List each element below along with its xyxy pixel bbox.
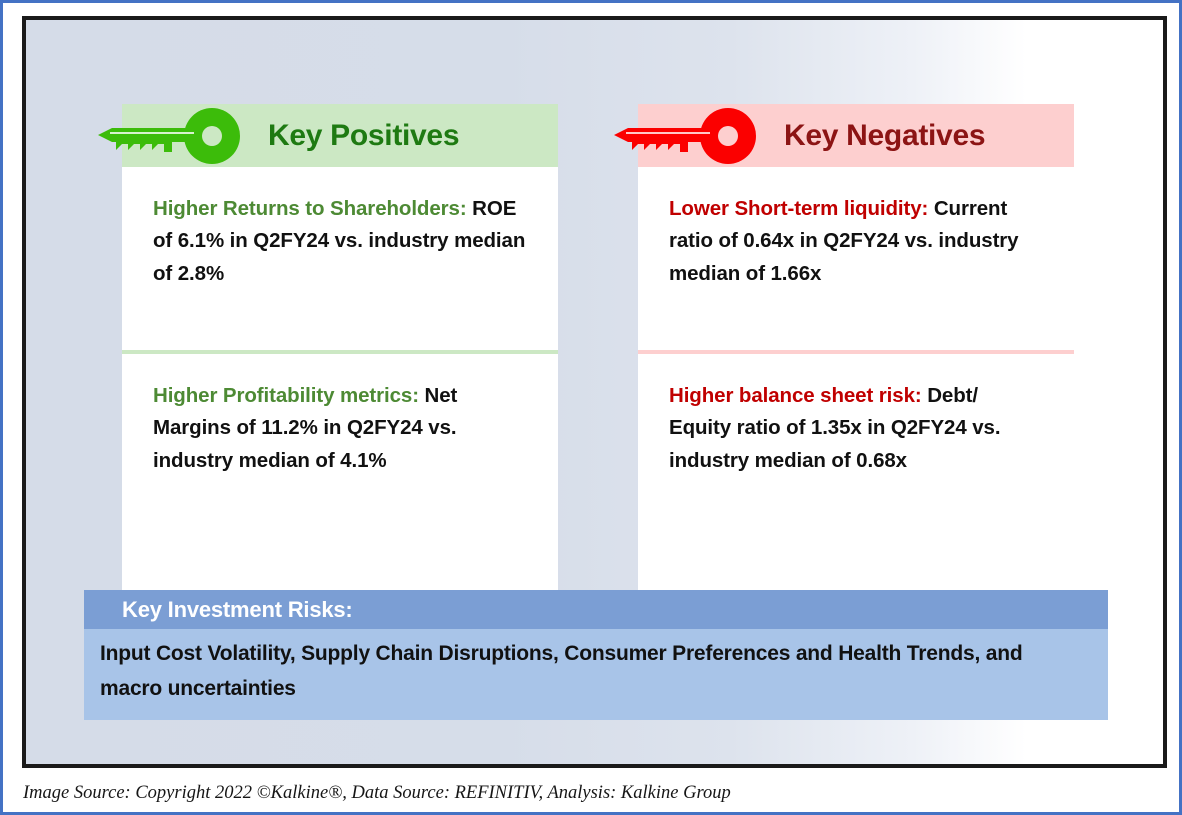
key-icon (98, 107, 240, 164)
key-positives-item-2: Higher Profitability metrics: Net Margin… (122, 354, 558, 534)
key-negatives-title: Key Negatives (784, 118, 986, 152)
key-negatives-header: Key Negatives (614, 104, 1074, 167)
key-positives-title: Key Positives (268, 118, 460, 152)
key-investment-risks-banner: Key Investment Risks: Input Cost Volatil… (84, 590, 1108, 721)
key-positives-divider (122, 350, 558, 354)
key-positives-item-2-text: Higher Profitability metrics: Net Margin… (153, 380, 527, 477)
footer-source-note: Image Source: Copyright 2022 ©Kalkine®, … (23, 783, 731, 803)
key-negatives-item-2: Higher balance sheet risk: Debt/ Equity … (638, 354, 1074, 534)
key-negatives-item-1-body: Current ratio of 0.64x in Q2FY24 vs. ind… (669, 197, 1019, 285)
key-negatives-item-1-text: Lower Short-term liquidity: Current rati… (669, 193, 1043, 290)
key-investment-risks-text: Input Cost Volatility, Supply Chain Disr… (100, 642, 1023, 700)
key-investment-risks-header: Key Investment Risks: (84, 590, 1108, 629)
key-negatives-item-2-body: Debt/ Equity ratio of 1.35x in Q2FY24 vs… (669, 384, 1001, 472)
key-positives-card: Key Positives Higher Returns to Sharehol… (98, 104, 558, 602)
key-negatives-item-2-label: Higher balance sheet risk: (669, 384, 922, 407)
key-negatives-item-2-text: Higher balance sheet risk: Debt/ Equity … (669, 380, 1043, 477)
content-panel: Key Positives Higher Returns to Sharehol… (22, 16, 1167, 768)
key-icon (614, 107, 756, 164)
key-negatives-card: Key Negatives Lower Short-term liquidity… (614, 104, 1074, 602)
key-positives-item-1-label: Higher Returns to Shareholders: (153, 197, 467, 220)
key-positives-item-1-body: ROE of 6.1% in Q2FY24 vs. industry media… (153, 197, 526, 285)
key-positives-item-1: Higher Returns to Shareholders: ROE of 6… (122, 167, 558, 350)
key-positives-header: Key Positives (98, 104, 558, 167)
key-negatives-item-1-label: Lower Short-term liquidity: (669, 197, 929, 220)
key-investment-risks-title: Key Investment Risks: (122, 596, 353, 622)
key-positives-item-2-label: Higher Profitability metrics: (153, 384, 419, 407)
key-investment-risks-body: Input Cost Volatility, Supply Chain Disr… (84, 629, 1108, 721)
key-negatives-divider (638, 350, 1074, 354)
key-negatives-item-1: Lower Short-term liquidity: Current rati… (638, 167, 1074, 350)
key-positives-item-1-text: Higher Returns to Shareholders: ROE of 6… (153, 193, 527, 290)
key-positives-item-2-body: Net Margins of 11.2% in Q2FY24 vs. indus… (153, 384, 458, 472)
